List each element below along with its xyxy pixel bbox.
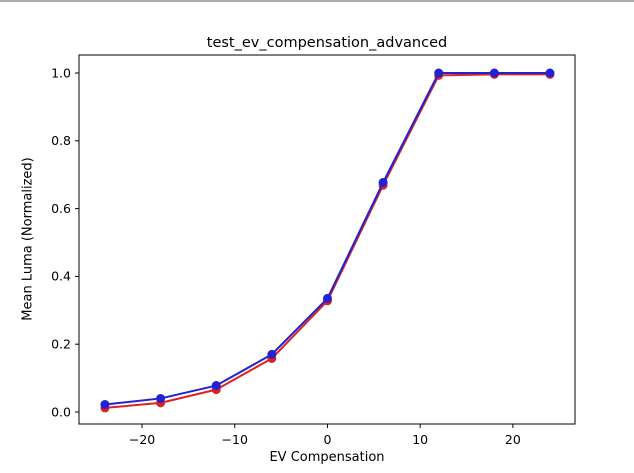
blue-series-marker: [489, 68, 499, 78]
y-tick-label: 0.2: [51, 336, 71, 351]
blue-series-marker: [434, 68, 444, 78]
blue-series-marker: [322, 293, 332, 303]
axes-frame: [78, 54, 576, 425]
screen-top-edge-artifact: [0, 0, 634, 2]
y-tick-label: 0.4: [51, 269, 71, 284]
blue-series-marker: [156, 393, 166, 403]
x-tick-label: 0: [323, 432, 331, 447]
red-series-line: [103, 73, 551, 409]
blue-series-marker: [378, 177, 388, 187]
x-axis-label: EV Compensation: [269, 450, 385, 465]
x-tick-label: −20: [129, 432, 155, 447]
y-tick-label: 0.6: [51, 201, 71, 216]
blue-series-line: [103, 72, 551, 406]
x-tick-label: 20: [505, 432, 521, 447]
plot-title: test_ev_compensation_advanced: [206, 35, 448, 51]
x-tick-label: 10: [412, 432, 428, 447]
y-tick-label: 1.0: [51, 65, 71, 80]
x-tick-label: −10: [222, 432, 248, 447]
y-tick-label: 0.8: [51, 133, 71, 148]
blue-series-marker: [267, 349, 277, 359]
blue-series-marker: [211, 381, 221, 391]
blue-series-marker: [100, 400, 110, 410]
y-tick-label: 0.0: [51, 404, 71, 419]
blue-series-marker: [545, 68, 555, 78]
y-axis-label-text: Mean Luma (Normalized): [20, 157, 36, 321]
